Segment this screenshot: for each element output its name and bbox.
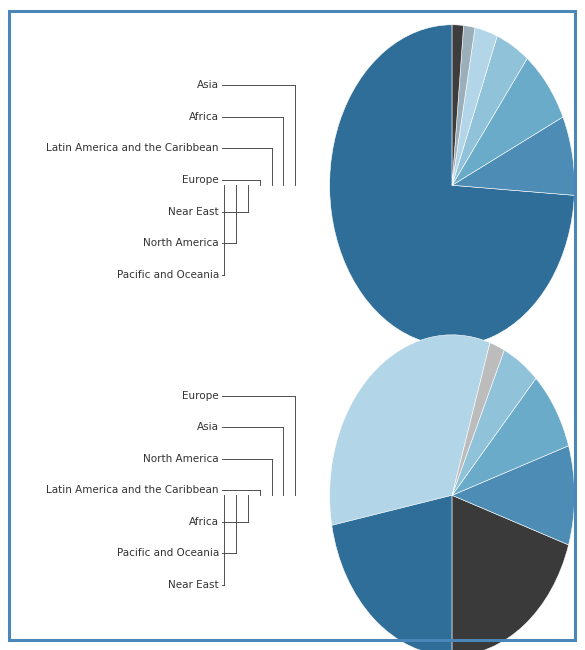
Wedge shape xyxy=(452,378,569,495)
Wedge shape xyxy=(452,117,574,196)
Text: Asia: Asia xyxy=(197,81,219,90)
Text: Europe: Europe xyxy=(183,391,219,400)
Text: Pacific and Oceania: Pacific and Oceania xyxy=(117,548,219,558)
Wedge shape xyxy=(452,25,475,185)
Wedge shape xyxy=(452,25,464,185)
Text: North America: North America xyxy=(143,454,219,463)
Text: ALL MECHANIZED VESSELS: ALL MECHANIZED VESSELS xyxy=(209,32,373,43)
Wedge shape xyxy=(329,25,574,346)
Text: Africa: Africa xyxy=(189,112,219,122)
Text: Near East: Near East xyxy=(168,580,219,590)
Wedge shape xyxy=(452,350,536,495)
Wedge shape xyxy=(452,27,497,185)
Wedge shape xyxy=(329,335,490,525)
Text: Near East: Near East xyxy=(168,207,219,216)
Wedge shape xyxy=(452,446,574,545)
Text: INDUSTRIALIZED VESSELS > 100 GT: INDUSTRIALIZED VESSELS > 100 GT xyxy=(183,343,400,353)
Wedge shape xyxy=(452,58,563,185)
Text: Pacific and Oceania: Pacific and Oceania xyxy=(117,270,219,280)
Wedge shape xyxy=(332,495,452,650)
Wedge shape xyxy=(452,495,569,650)
Wedge shape xyxy=(452,36,527,185)
Wedge shape xyxy=(452,343,504,495)
Text: Europe: Europe xyxy=(183,175,219,185)
Text: North America: North America xyxy=(143,238,219,248)
Text: Africa: Africa xyxy=(189,517,219,526)
Text: Asia: Asia xyxy=(197,422,219,432)
Text: Latin America and the Caribbean: Latin America and the Caribbean xyxy=(46,144,219,153)
Text: Latin America and the Caribbean: Latin America and the Caribbean xyxy=(46,485,219,495)
